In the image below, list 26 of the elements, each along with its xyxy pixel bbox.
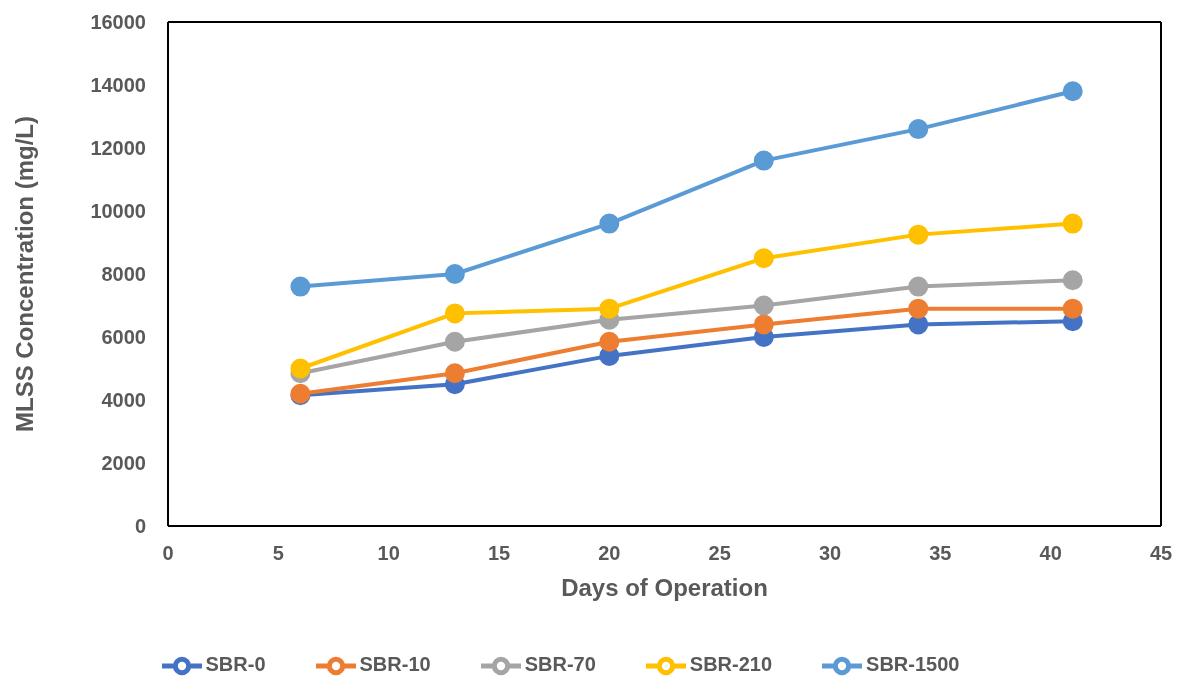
y-tick-label: 16000 [90, 11, 146, 34]
x-tick-label: 5 [272, 542, 284, 565]
x-tick-label: 25 [708, 542, 731, 565]
y-tick-label: 8000 [101, 263, 146, 286]
x-axis-title: Days of Operation [561, 574, 768, 601]
x-tick-label: 35 [929, 542, 952, 565]
legend-label: SBR-1500 [866, 653, 960, 676]
y-tick-label: 10000 [90, 200, 146, 223]
y-tick-label: 6000 [101, 326, 146, 349]
x-tick-label: 0 [162, 542, 174, 565]
legend-label: SBR-0 [205, 653, 266, 676]
x-tick-label: 30 [818, 542, 842, 565]
y-tick-label: 0 [134, 515, 146, 538]
y-tick-label: 14000 [90, 74, 146, 97]
x-tick-label: 15 [487, 542, 511, 565]
legend-label: SBR-210 [689, 653, 773, 676]
y-tick-label: 2000 [101, 452, 146, 475]
y-tick-label: 4000 [101, 389, 146, 412]
x-tick-label: 45 [1149, 542, 1173, 565]
legend-label: SBR-10 [359, 653, 431, 676]
y-tick-label: 12000 [90, 137, 146, 160]
x-tick-label: 20 [598, 542, 621, 565]
y-axis-title: MLSS Concentration (mg/L) [10, 116, 38, 432]
x-tick-label: 40 [1039, 542, 1062, 565]
x-tick-label: 10 [377, 542, 400, 565]
legend-label: SBR-70 [524, 653, 596, 676]
